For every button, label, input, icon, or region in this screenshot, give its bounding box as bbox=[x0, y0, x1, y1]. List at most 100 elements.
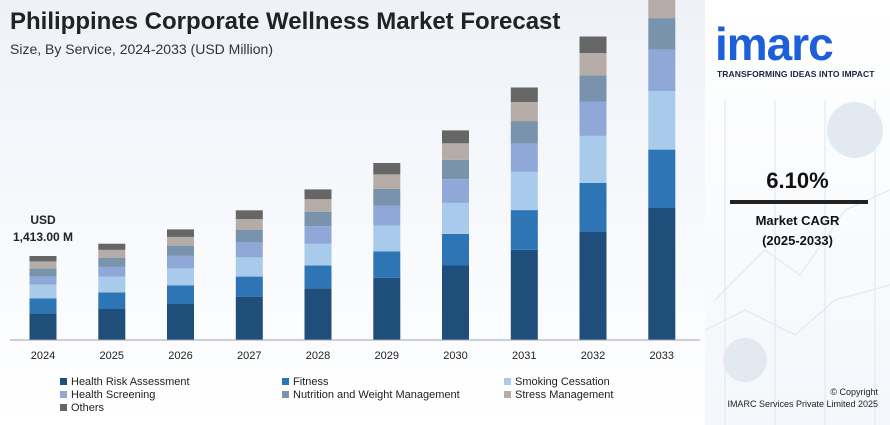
bar-segment-2031-2 bbox=[510, 210, 538, 250]
bar-segment-2031-1 bbox=[510, 250, 538, 340]
bar-segment-2028-5 bbox=[304, 211, 332, 227]
bar-segment-2028-7 bbox=[304, 189, 332, 200]
x-tick-label: 2026 bbox=[168, 350, 192, 362]
bar-segment-2031-7 bbox=[510, 87, 538, 102]
legend-label: Stress Management bbox=[515, 388, 614, 401]
copyright-line-1: © Copyright bbox=[830, 387, 878, 397]
bar-segment-2024-7 bbox=[29, 256, 57, 262]
side-panel: imarc TRANSFORMING IDEAS INTO IMPACT 6.1… bbox=[705, 0, 890, 425]
bar-segment-2025-6 bbox=[98, 250, 126, 258]
bar-segment-2033-5 bbox=[648, 18, 676, 50]
legend-swatch bbox=[282, 391, 289, 398]
bar-segment-2027-1 bbox=[235, 296, 263, 340]
legend-swatch bbox=[282, 378, 289, 385]
bar-segment-2026-4 bbox=[167, 256, 194, 269]
bar-segment-2033-6 bbox=[648, 0, 676, 19]
bar-segment-2024-1 bbox=[29, 313, 57, 340]
chart-subtitle: Size, By Service, 2024-2033 (USD Million… bbox=[10, 41, 273, 57]
bar-segment-2024-5 bbox=[29, 268, 57, 277]
bar-segment-2024-3 bbox=[29, 284, 57, 299]
stacked-bar-chart: 2024 2025 2026 2027 2028 2029 2030 2031 2032 2033… bbox=[10, 0, 700, 362]
bar-segment-2024-4 bbox=[29, 276, 57, 285]
bar-segment-2031-4 bbox=[510, 143, 538, 172]
x-tick-label: 2031 bbox=[512, 350, 536, 362]
legend-swatch bbox=[504, 378, 511, 385]
bar-segment-2026-3 bbox=[167, 268, 194, 286]
bar-segment-2033-1 bbox=[648, 208, 676, 340]
logo-tagline: TRANSFORMING IDEAS INTO IMPACT bbox=[717, 69, 875, 79]
bar-segment-2032-4 bbox=[579, 101, 607, 136]
chart-area: Philippines Corporate Wellness Market Fo… bbox=[0, 0, 705, 425]
x-tick-label: 2024 bbox=[31, 350, 55, 362]
bar-segment-2027-4 bbox=[235, 242, 263, 258]
bar-total-label-2024-1: USD bbox=[30, 213, 56, 227]
bar-segment-2030-3 bbox=[442, 202, 469, 234]
bar-segment-2027-2 bbox=[235, 276, 263, 297]
bar-total-label-2024-2: 1,413.00 M bbox=[13, 230, 73, 244]
bar-segment-2027-3 bbox=[235, 257, 263, 277]
bar-segment-2030-4 bbox=[442, 179, 469, 203]
bar-segment-2029-1 bbox=[373, 277, 401, 340]
legend-label: Fitness bbox=[293, 375, 329, 388]
bar-segment-2032-1 bbox=[579, 231, 607, 340]
bar-segment-2029-7 bbox=[373, 163, 401, 175]
bar-segment-2027-6 bbox=[235, 219, 263, 230]
bar-segment-2026-5 bbox=[167, 245, 194, 256]
legend: Health Risk Assessment Fitness Smoking Ces… bbox=[60, 375, 700, 414]
legend-item: Nutrition and Weight Management bbox=[282, 388, 504, 401]
x-tick-label: 2033 bbox=[650, 350, 674, 362]
bar-segment-2032-6 bbox=[579, 53, 607, 76]
chart-title: Philippines Corporate Wellness Market Fo… bbox=[10, 8, 561, 35]
bar-segment-2030-5 bbox=[442, 159, 469, 179]
bar-segment-2033-4 bbox=[648, 49, 676, 92]
bar-segment-2029-3 bbox=[373, 225, 401, 252]
bar-segment-2030-1 bbox=[442, 265, 469, 340]
x-tick-label: 2027 bbox=[237, 350, 261, 362]
bar-segment-2029-4 bbox=[373, 205, 401, 226]
bar-segment-2030-6 bbox=[442, 143, 469, 160]
legend-label: Health Screening bbox=[71, 388, 156, 401]
legend-label: Nutrition and Weight Management bbox=[293, 388, 460, 401]
cagr-value: 6.10% bbox=[766, 168, 829, 193]
bar-segment-2031-6 bbox=[510, 102, 538, 122]
bar-segment-2025-7 bbox=[98, 243, 126, 250]
bar-segment-2025-2 bbox=[98, 292, 126, 309]
cagr-divider bbox=[730, 200, 868, 204]
bar-segment-2028-6 bbox=[304, 199, 332, 212]
x-tick-label: 2025 bbox=[100, 350, 124, 362]
bar-segment-2033-2 bbox=[648, 149, 676, 209]
bar-segment-2029-5 bbox=[373, 188, 401, 206]
bar-segment-2032-2 bbox=[579, 183, 607, 232]
legend-swatch bbox=[60, 391, 67, 398]
legend-item: Smoking Cessation bbox=[504, 375, 700, 388]
bar-segment-2026-6 bbox=[167, 236, 194, 246]
legend-item: Others bbox=[60, 401, 282, 414]
legend-item: Fitness bbox=[282, 375, 504, 388]
background-decoration bbox=[705, 100, 890, 425]
bar-segment-2026-2 bbox=[167, 285, 194, 304]
x-tick-label: 2032 bbox=[581, 350, 605, 362]
x-tick-label: 2028 bbox=[306, 350, 330, 362]
bar-segment-2025-4 bbox=[98, 266, 126, 277]
bar-segment-2030-7 bbox=[442, 130, 469, 144]
bar-segment-2031-5 bbox=[510, 121, 538, 144]
bar-segment-2032-5 bbox=[579, 75, 607, 102]
bar-segment-2028-2 bbox=[304, 265, 332, 289]
bar-segment-2025-1 bbox=[98, 308, 126, 340]
bar-segment-2025-3 bbox=[98, 276, 126, 293]
bar-segment-2024-2 bbox=[29, 298, 57, 314]
bar-segment-2032-7 bbox=[579, 36, 607, 54]
legend-item: Stress Management bbox=[504, 388, 700, 401]
bar-segment-2028-4 bbox=[304, 226, 332, 244]
bar-segment-2031-3 bbox=[510, 171, 538, 211]
cagr-label: Market CAGR bbox=[755, 213, 840, 228]
cagr-period: (2025-2033) bbox=[762, 233, 833, 248]
legend-label: Smoking Cessation bbox=[515, 375, 610, 388]
bar-segment-2032-3 bbox=[579, 135, 607, 183]
bar-segment-2029-2 bbox=[373, 251, 401, 278]
legend-item: Health Risk Assessment bbox=[60, 375, 282, 388]
bar-segment-2028-3 bbox=[304, 243, 332, 266]
x-tick-label: 2030 bbox=[443, 350, 467, 362]
legend-label: Others bbox=[71, 401, 105, 414]
bar-segment-2028-1 bbox=[304, 288, 332, 341]
